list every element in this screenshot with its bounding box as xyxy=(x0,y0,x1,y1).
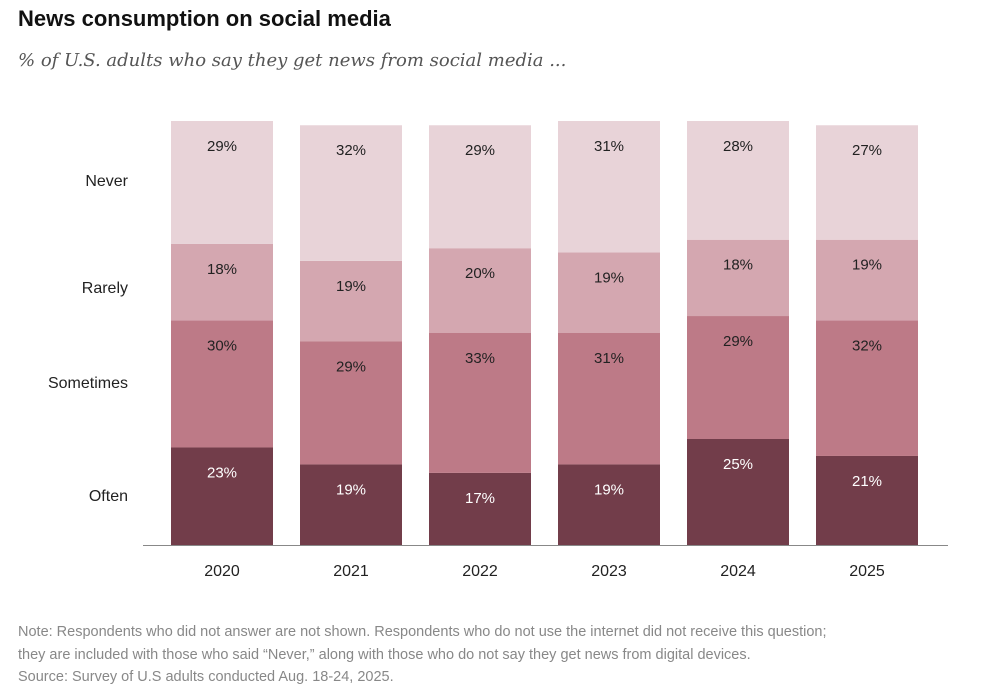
bar-segment-often-2020 xyxy=(171,447,273,545)
bar-segment-never-2024 xyxy=(687,121,789,240)
data-label: 17% xyxy=(465,490,495,507)
data-label: 32% xyxy=(852,337,882,354)
series-label-sometimes: Sometimes xyxy=(48,375,128,392)
data-label: 18% xyxy=(207,261,237,278)
bar-segment-rarely-2025 xyxy=(816,239,918,321)
data-label: 20% xyxy=(465,265,495,282)
note-line-1: Note: Respondents who did not answer are… xyxy=(18,624,827,640)
source: Source: Survey of U.S adults conducted A… xyxy=(18,669,394,685)
bar-segment-sometimes-2022 xyxy=(429,333,531,473)
bar-segment-rarely-2020 xyxy=(171,243,273,321)
chart-title: News consumption on social media xyxy=(18,6,391,31)
data-label: 31% xyxy=(594,138,624,155)
data-label: 31% xyxy=(594,350,624,367)
bar-segment-rarely-2021 xyxy=(300,260,402,342)
data-label: 19% xyxy=(336,278,366,295)
x-tick-label: 2024 xyxy=(720,563,756,580)
bar-segment-sometimes-2021 xyxy=(300,341,402,465)
data-label: 32% xyxy=(336,142,366,159)
data-label: 29% xyxy=(207,138,237,155)
series-label-often: Often xyxy=(89,488,128,505)
bar-segment-never-2025 xyxy=(816,125,918,240)
bar-segment-rarely-2022 xyxy=(429,248,531,333)
series-label-never: Never xyxy=(85,173,128,190)
bar-segment-rarely-2024 xyxy=(687,239,789,317)
data-label: 29% xyxy=(336,358,366,375)
bar-segment-sometimes-2020 xyxy=(171,320,273,448)
bar-segment-sometimes-2024 xyxy=(687,316,789,439)
x-tick-label: 2020 xyxy=(204,563,240,580)
bar-segment-often-2025 xyxy=(816,455,918,545)
x-tick-label: 2025 xyxy=(849,563,885,580)
note-line-2: they are included with those who said “N… xyxy=(18,647,751,663)
data-label: 19% xyxy=(594,481,624,498)
data-label: 29% xyxy=(465,142,495,159)
data-label: 21% xyxy=(852,473,882,490)
x-tick-label: 2022 xyxy=(462,563,498,580)
data-label: 30% xyxy=(207,337,237,354)
data-label: 23% xyxy=(207,464,237,481)
bar-segment-never-2020 xyxy=(171,121,273,244)
data-label: 33% xyxy=(465,350,495,367)
x-tick-label: 2023 xyxy=(591,563,627,580)
bar-segment-often-2022 xyxy=(429,472,531,545)
series-label-rarely: Rarely xyxy=(82,280,128,297)
x-tick-label: 2021 xyxy=(333,563,369,580)
bar-segment-never-2023 xyxy=(558,121,660,253)
data-label: 27% xyxy=(852,142,882,159)
bar-segment-never-2022 xyxy=(429,125,531,249)
data-label: 28% xyxy=(723,138,753,155)
data-label: 19% xyxy=(336,481,366,498)
bar-segment-sometimes-2023 xyxy=(558,333,660,465)
stacked-bar-chart: 23% 30% 18% 29% 2020 19% 29% 19% 32% 2021 17% 33% 20… xyxy=(48,121,948,580)
data-label: 29% xyxy=(723,333,753,350)
bar-segment-never-2021 xyxy=(300,125,402,261)
bar-segment-often-2021 xyxy=(300,464,402,545)
data-label: 19% xyxy=(594,269,624,286)
bar-segment-sometimes-2025 xyxy=(816,320,918,456)
data-label: 25% xyxy=(723,456,753,473)
bar-segment-often-2024 xyxy=(687,439,789,545)
data-label: 18% xyxy=(723,257,753,274)
data-label: 19% xyxy=(852,257,882,274)
chart-subtitle: % of U.S. adults who say they get news f… xyxy=(18,50,567,71)
bar-segment-rarely-2023 xyxy=(558,252,660,333)
bar-segment-often-2023 xyxy=(558,464,660,545)
